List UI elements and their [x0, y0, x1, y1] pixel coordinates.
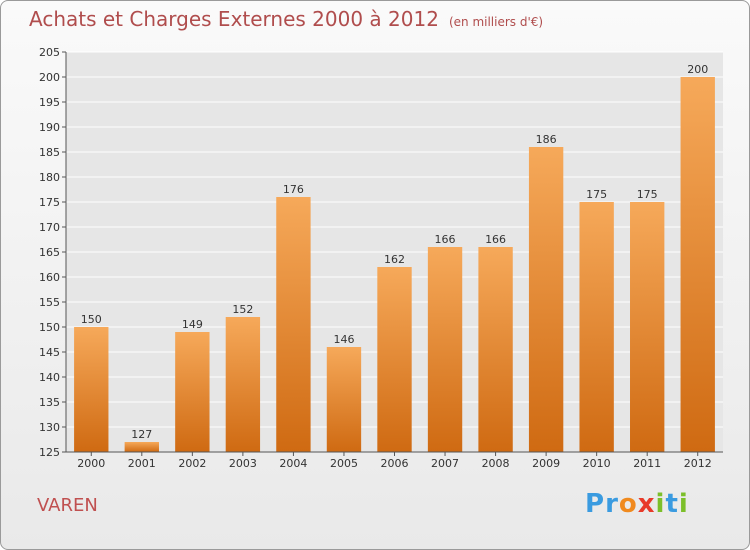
bar-2004 — [276, 197, 311, 452]
y-tick-label: 185 — [39, 146, 60, 159]
bar-2001 — [124, 442, 159, 452]
y-tick-label: 150 — [39, 321, 60, 334]
y-tick-label: 145 — [39, 346, 60, 359]
value-label: 162 — [384, 253, 405, 266]
x-tick-label: 2000 — [77, 457, 105, 470]
y-tick-label: 195 — [39, 96, 60, 109]
bar-layer: 150 127 149 152 176 146 162 166 166 186 175 175 200 — [74, 63, 715, 452]
y-tick-label: 130 — [39, 421, 60, 434]
y-tick-label: 165 — [39, 246, 60, 259]
value-label: 146 — [333, 333, 354, 346]
y-tick-label: 170 — [39, 221, 60, 234]
x-tick-label: 2009 — [532, 457, 560, 470]
x-tick-label: 2004 — [279, 457, 307, 470]
y-tick-label: 155 — [39, 296, 60, 309]
x-tick-label: 2008 — [482, 457, 510, 470]
logo-letter: t — [665, 489, 679, 519]
x-tick-label: 2012 — [684, 457, 712, 470]
bar-2010 — [579, 202, 614, 452]
y-tick-label: 140 — [39, 371, 60, 384]
commune-name: VAREN — [37, 495, 98, 516]
x-tick-label: 2002 — [178, 457, 206, 470]
x-tick-label: 2001 — [128, 457, 156, 470]
logo-letter: o — [618, 489, 638, 519]
y-tick-label: 190 — [39, 121, 60, 134]
axis-layer: 125 130 135 140 145 150 155 160 165 170 175 180 185 1… — [39, 46, 723, 470]
x-tick-label: 2011 — [633, 457, 661, 470]
value-label: 127 — [131, 428, 152, 441]
x-tick-label: 2006 — [381, 457, 409, 470]
value-label: 166 — [485, 233, 506, 246]
bar-2003 — [225, 317, 261, 452]
bar-2000 — [74, 327, 109, 452]
chart-title: Achats et Charges Externes 2000 à 2012 (e… — [29, 7, 543, 31]
title-unit: (en milliers d'€) — [448, 15, 544, 29]
logo-letter: P — [585, 489, 606, 519]
bar-2008 — [478, 247, 513, 452]
x-tick-label: 2007 — [431, 457, 459, 470]
value-label: 149 — [182, 318, 203, 331]
y-tick-label: 205 — [39, 46, 60, 59]
value-label: 152 — [232, 303, 253, 316]
bar-2006 — [377, 267, 412, 452]
logo-letter: i — [655, 489, 666, 519]
bar-2007 — [427, 247, 463, 452]
bar-2012 — [680, 77, 715, 452]
proxiti-logo[interactable]: Proxiti — [585, 489, 689, 519]
bar-2011 — [630, 202, 665, 452]
x-tick-label: 2003 — [229, 457, 257, 470]
value-label: 186 — [536, 133, 557, 146]
bar-2009 — [528, 147, 564, 452]
y-tick-label: 175 — [39, 196, 60, 209]
title-text: Achats et Charges Externes 2000 à 2012 — [29, 7, 439, 31]
logo-letter: i — [678, 489, 689, 519]
y-tick-label: 200 — [39, 71, 60, 84]
value-label: 150 — [81, 313, 102, 326]
x-tick-label: 2005 — [330, 457, 358, 470]
x-tick-label: 2010 — [583, 457, 611, 470]
bar-2005 — [326, 347, 362, 452]
y-tick-label: 180 — [39, 171, 60, 184]
bar-2002 — [175, 332, 210, 452]
value-label: 175 — [637, 188, 658, 201]
value-label: 175 — [586, 188, 607, 201]
logo-letter: x — [637, 489, 656, 519]
y-tick-label: 160 — [39, 271, 60, 284]
y-tick-label: 135 — [39, 396, 60, 409]
logo-letter: r — [605, 489, 619, 519]
value-label: 176 — [283, 183, 304, 196]
value-label: 200 — [687, 63, 708, 76]
y-tick-label: 125 — [39, 446, 60, 459]
value-label: 166 — [435, 233, 456, 246]
